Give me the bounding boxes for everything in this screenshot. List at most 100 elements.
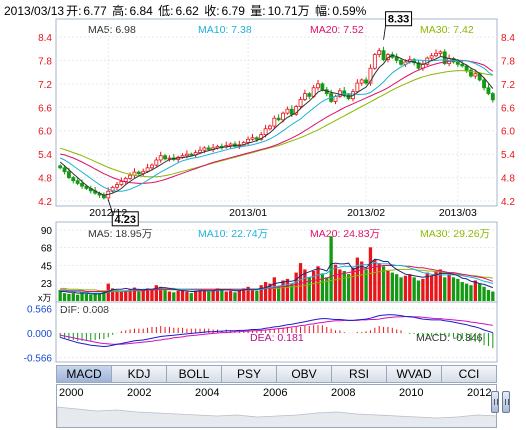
volume-bar bbox=[360, 261, 364, 301]
volume-bar bbox=[395, 274, 399, 301]
volume-bar bbox=[263, 282, 268, 301]
candle-body bbox=[281, 112, 285, 121]
volume-bar bbox=[102, 291, 106, 301]
volume-bar bbox=[425, 272, 429, 301]
volume-bar bbox=[246, 286, 250, 301]
volume-bar bbox=[460, 282, 464, 301]
tab-cci[interactable]: CCI bbox=[442, 366, 496, 382]
range-handle-right-icon[interactable] bbox=[502, 391, 510, 413]
candle-body bbox=[272, 117, 277, 127]
price-tick-left: 4.8 bbox=[38, 174, 52, 185]
volume-bar bbox=[137, 291, 141, 301]
candle-body bbox=[294, 106, 299, 115]
volume-bar bbox=[311, 271, 316, 301]
volume-bar bbox=[434, 271, 438, 301]
tab-rsi[interactable]: RSI bbox=[332, 366, 387, 382]
candle-body bbox=[268, 125, 272, 130]
volume-bar bbox=[224, 291, 228, 301]
price-ma20-legend: MA20: 7.52 bbox=[310, 24, 364, 36]
volume-tick-label: 68 bbox=[41, 243, 53, 254]
volume-bar bbox=[132, 287, 137, 301]
price-tick-right: 6.0 bbox=[501, 127, 515, 138]
volume-bar bbox=[207, 291, 211, 301]
volume-bar bbox=[464, 283, 469, 301]
candle-body bbox=[115, 184, 119, 188]
volume-unit-label: x万 bbox=[38, 293, 52, 303]
candle-body bbox=[167, 157, 172, 160]
volume-bar bbox=[80, 292, 84, 301]
open-label: 开: bbox=[66, 4, 82, 18]
volume-bar bbox=[211, 290, 215, 301]
candle-body bbox=[486, 87, 491, 95]
candle-body bbox=[381, 50, 386, 61]
volume-bar bbox=[250, 289, 255, 301]
candle-body bbox=[66, 171, 71, 178]
volume-bar bbox=[84, 293, 89, 301]
volume-bar bbox=[285, 278, 290, 301]
timeline-year-label: 2000 bbox=[59, 387, 84, 399]
volume-bar bbox=[491, 291, 495, 301]
range-handle-left-icon[interactable] bbox=[491, 391, 499, 413]
tab-psy[interactable]: PSY bbox=[222, 366, 277, 382]
timeline-navigator[interactable]: 2000 2002 2004 2006 2008 2010 2012 bbox=[56, 384, 497, 428]
candle-body bbox=[71, 177, 76, 182]
timeline-year-label: 2002 bbox=[127, 387, 152, 399]
volume-bar bbox=[141, 289, 145, 301]
candle-body bbox=[184, 153, 189, 157]
macd-dea-line bbox=[60, 316, 493, 345]
volume-bar bbox=[329, 236, 333, 301]
tab-boll[interactable]: BOLL bbox=[167, 366, 222, 382]
stock-chart[interactable]: 4.23 8.33 4.2 4.2 4.8 4.8 5.4 5.4 6.0 6.0 6.6 6.6 7… bbox=[0, 0, 526, 364]
candle-body bbox=[254, 137, 259, 140]
volume-bar bbox=[486, 289, 491, 301]
volume-bar bbox=[325, 277, 329, 301]
timeline-history-area bbox=[57, 406, 496, 427]
candle-body bbox=[276, 117, 281, 121]
volume-value: 10.71万 bbox=[267, 4, 310, 18]
volume-ma5-legend: MA5: 18.95万 bbox=[88, 228, 153, 240]
macd-tick-label: 0.566 bbox=[27, 304, 52, 315]
price-tick-left: 6.0 bbox=[38, 127, 52, 138]
volume-bar bbox=[163, 289, 167, 301]
tab-obv[interactable]: OBV bbox=[277, 366, 332, 382]
volume-bar bbox=[255, 290, 259, 301]
tab-macd[interactable]: MACD bbox=[57, 366, 112, 382]
close-value: 6.79 bbox=[221, 4, 245, 18]
candle-body bbox=[246, 138, 251, 143]
candle-body bbox=[464, 65, 469, 71]
tab-wvad[interactable]: WVAD bbox=[387, 366, 442, 382]
candle-body bbox=[434, 53, 438, 57]
volume-bar bbox=[443, 277, 447, 301]
candle-body bbox=[455, 61, 460, 65]
price-tick-right: 7.2 bbox=[501, 80, 515, 91]
candle-body bbox=[163, 155, 167, 160]
candle-body bbox=[145, 167, 150, 172]
volume-bar bbox=[119, 291, 124, 301]
candle-body bbox=[359, 79, 364, 84]
volume-bar bbox=[128, 289, 132, 301]
volume-ma10-legend: MA10: 22.74万 bbox=[198, 228, 269, 240]
volume-ma10-line bbox=[60, 261, 493, 294]
change-value: 0.59% bbox=[332, 4, 367, 18]
volume-bar bbox=[469, 285, 473, 301]
date-tick-label: 2013/01 bbox=[229, 207, 267, 219]
volume-bar bbox=[71, 293, 75, 301]
volume-bar bbox=[202, 289, 207, 301]
volume-bar bbox=[198, 289, 202, 301]
volume-bar bbox=[145, 288, 150, 301]
volume-bar bbox=[189, 293, 193, 301]
volume-bar bbox=[228, 290, 233, 301]
volume-bar bbox=[193, 290, 198, 301]
volume-bar bbox=[259, 285, 263, 301]
tab-kdj[interactable]: KDJ bbox=[112, 366, 167, 382]
volume-bar bbox=[451, 277, 456, 301]
annotation-label: 8.33 bbox=[388, 14, 409, 26]
price-tick-left: 4.2 bbox=[38, 197, 52, 208]
volume-bar bbox=[62, 293, 67, 301]
price-ma5-legend: MA5: 6.98 bbox=[88, 24, 136, 36]
volume-bar bbox=[377, 263, 381, 301]
candle-body bbox=[372, 54, 377, 69]
volume-bar bbox=[180, 289, 185, 301]
volume-bar bbox=[272, 277, 276, 301]
volume-bar bbox=[478, 283, 482, 301]
